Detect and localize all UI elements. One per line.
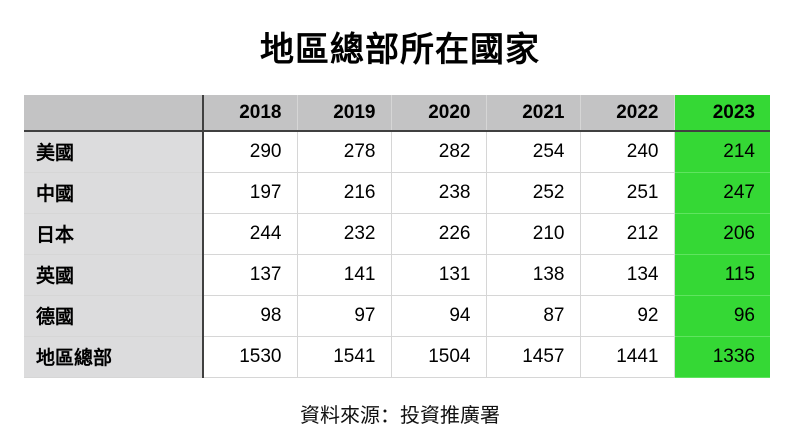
column-header-2019: 2019 [297,95,392,132]
table-cell: 197 [203,172,298,214]
table-cell: 238 [391,172,487,214]
table-cell: 1336 [674,336,770,378]
table-cell: 138 [486,254,581,296]
table-cell: 212 [580,213,675,255]
source-note: 資料來源：投資推廣署 [300,404,500,427]
table-cell: 226 [391,213,487,255]
table-row: 美國 290 278 282 254 240 214 [24,131,770,173]
column-header-corner [24,95,204,132]
table-cell: 251 [580,172,675,214]
table-cell: 98 [203,295,298,337]
row-label: 德國 [24,295,204,337]
table-cell: 1441 [580,336,675,378]
table-cell: 1541 [297,336,392,378]
table-cell: 254 [486,131,581,173]
page-title: 地區總部所在國家 [260,31,540,69]
table-cell: 115 [674,254,770,296]
table-row: 地區總部 1530 1541 1504 1457 1441 1336 [24,336,770,378]
table-cell: 240 [580,131,675,173]
table-cell: 210 [486,213,581,255]
table-cell: 216 [297,172,392,214]
table-cell: 134 [580,254,675,296]
column-header-2022: 2022 [580,95,675,132]
column-header-2020: 2020 [391,95,487,132]
table-cell: 141 [297,254,392,296]
table-cell: 244 [203,213,298,255]
row-label: 美國 [24,131,204,173]
column-header-2018: 2018 [203,95,298,132]
table-row: 德國 98 97 94 87 92 96 [24,295,770,337]
regional-headquarters-table: 2018 2019 2020 2021 2022 2023 美國 290 278 282 254 2… [24,95,770,378]
row-label: 日本 [24,213,204,255]
table-cell: 282 [391,131,487,173]
table-cell: 97 [297,295,392,337]
table-cell: 1530 [203,336,298,378]
table-row: 中國 197 216 238 252 251 247 [24,172,770,214]
table-cell: 290 [203,131,298,173]
row-label: 英國 [24,254,204,296]
column-header-2023: 2023 [674,95,770,132]
table-cell: 87 [486,295,581,337]
table-cell: 137 [203,254,298,296]
table-cell: 1504 [391,336,487,378]
column-header-2021: 2021 [486,95,581,132]
table-cell: 278 [297,131,392,173]
row-label: 中國 [24,172,204,214]
table-cell: 131 [391,254,487,296]
table-row: 日本 244 232 226 210 212 206 [24,213,770,255]
table-cell: 94 [391,295,487,337]
table-cell: 1457 [486,336,581,378]
table-row: 英國 137 141 131 138 134 115 [24,254,770,296]
table-cell: 92 [580,295,675,337]
row-label: 地區總部 [24,336,204,378]
table-header-row: 2018 2019 2020 2021 2022 2023 [24,95,770,132]
table-cell: 96 [674,295,770,337]
table-cell: 232 [297,213,392,255]
table-cell: 206 [674,213,770,255]
table-cell: 252 [486,172,581,214]
table-cell: 214 [674,131,770,173]
table-body: 美國 290 278 282 254 240 214 中國 197 216 238 252 251 247… [24,131,770,378]
table-cell: 247 [674,172,770,214]
